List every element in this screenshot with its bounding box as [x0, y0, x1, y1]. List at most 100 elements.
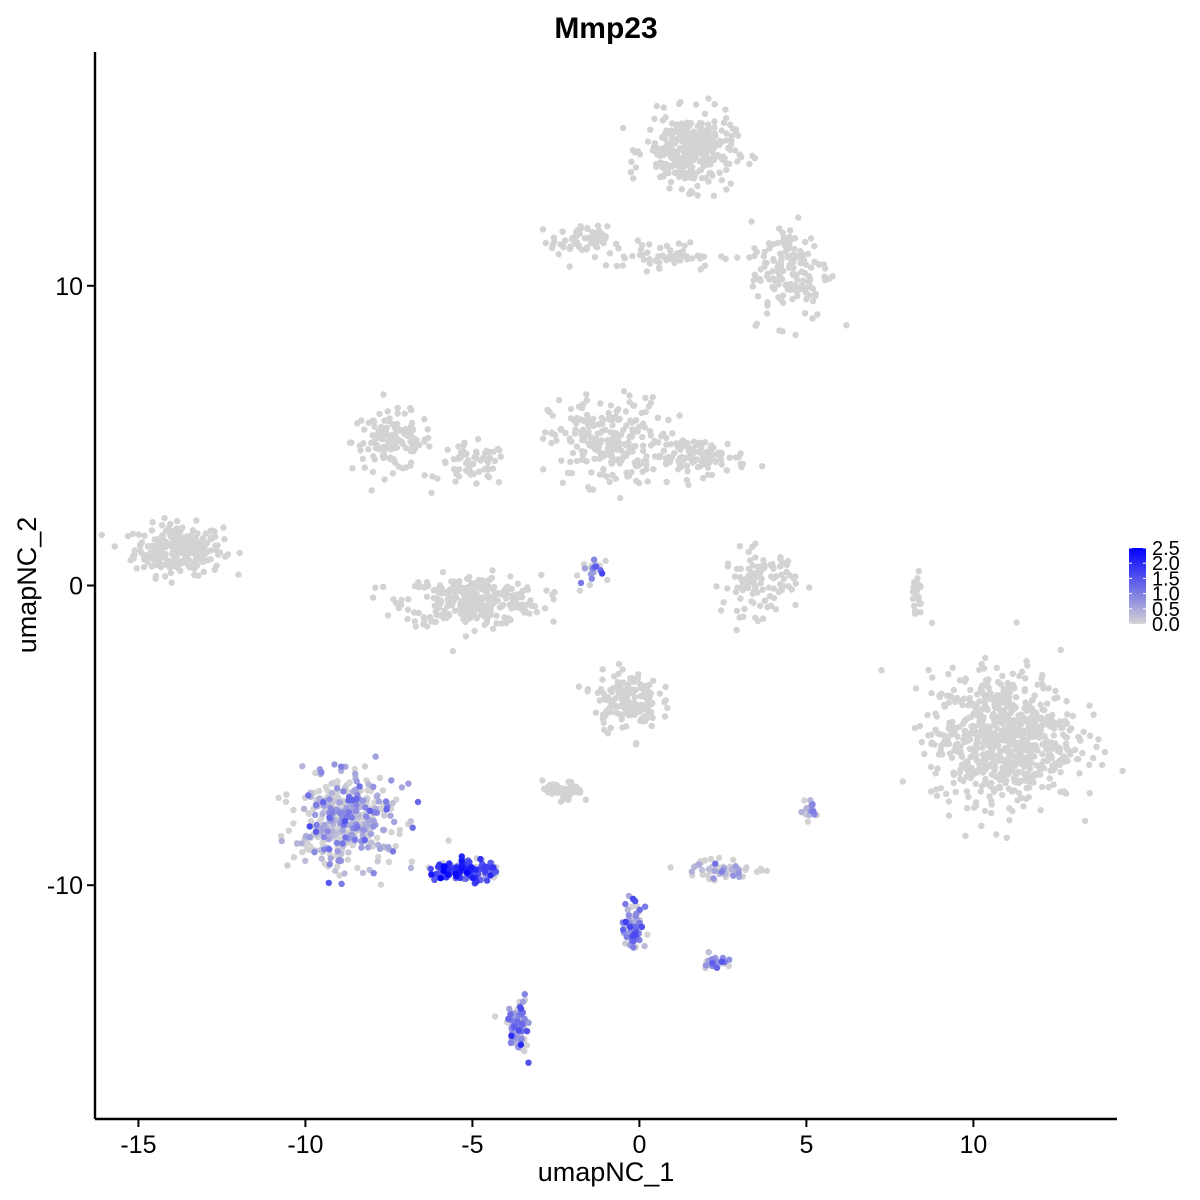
cell-point [606, 416, 613, 423]
cell-point [398, 784, 406, 791]
cell-point [998, 755, 1005, 762]
cell-point [547, 789, 554, 797]
cell-point [799, 251, 807, 258]
cell-point [950, 686, 957, 694]
cell-point [704, 872, 711, 879]
cell-point [928, 690, 935, 697]
cell-point [778, 252, 785, 259]
cell-point [977, 788, 984, 795]
cell-point [1057, 769, 1064, 776]
cell-point [588, 575, 595, 582]
cell-point [641, 903, 649, 910]
cell-point [735, 453, 743, 461]
cell-point [698, 444, 705, 452]
cell-point [744, 575, 751, 582]
cell-point [361, 836, 368, 844]
cell-point [648, 700, 655, 708]
cell-point [620, 426, 627, 434]
cell-point [345, 809, 352, 816]
cell-point [645, 403, 653, 410]
cell-point [581, 437, 588, 444]
cell-point [723, 166, 730, 174]
cell-point [549, 241, 557, 248]
cell-point [979, 682, 986, 689]
cell-point [952, 788, 959, 796]
cell-point [1119, 767, 1126, 774]
cell-point [389, 470, 397, 477]
cell-point [596, 455, 603, 462]
cell-point [1077, 737, 1084, 744]
cell-point [959, 701, 966, 709]
cell-point [989, 711, 996, 719]
cell-point [689, 189, 696, 196]
cell-point [615, 660, 623, 668]
cell-point [655, 439, 662, 446]
cell-point [608, 460, 615, 467]
cell-point [969, 722, 977, 730]
cell-point [428, 871, 435, 878]
cell-point [318, 769, 325, 776]
cell-point [1054, 694, 1061, 701]
cell-point [643, 453, 650, 460]
cell-point [485, 474, 493, 481]
cell-point [352, 770, 359, 778]
cell-point [993, 773, 1000, 781]
cell-point [368, 487, 375, 494]
cell-point [776, 272, 783, 279]
cell-point [705, 95, 712, 102]
cell-point [624, 449, 631, 457]
cell-point [588, 469, 595, 476]
cell-point [1020, 763, 1028, 770]
cell-point [698, 120, 705, 127]
cell-point [1021, 685, 1029, 693]
cell-point [559, 479, 566, 486]
cell-point [421, 416, 428, 423]
cell-point [673, 121, 680, 128]
cell-point [792, 580, 799, 587]
cell-point [999, 699, 1006, 706]
cell-point [452, 870, 459, 878]
cell-point [521, 991, 528, 998]
cell-point [791, 245, 798, 253]
cell-point [467, 602, 474, 609]
cell-point [632, 913, 639, 920]
cell-point [620, 124, 627, 132]
cell-point [285, 827, 292, 834]
cell-point [653, 163, 660, 170]
cell-point [466, 573, 473, 581]
cell-point [1086, 790, 1094, 797]
cell-point [177, 534, 184, 542]
cell-point [386, 415, 393, 422]
cell-point [379, 435, 386, 443]
cell-point [496, 604, 503, 611]
cell-point [220, 524, 227, 531]
cell-point [1057, 646, 1064, 654]
cell-point [763, 310, 771, 317]
cell-point [829, 273, 836, 280]
cell-point [312, 801, 320, 808]
cell-point [674, 250, 681, 257]
cell-point [385, 858, 393, 866]
cell-point [333, 839, 341, 847]
cell-point [375, 428, 382, 435]
cell-point [636, 906, 643, 913]
cell-point [683, 476, 691, 484]
cell-point [648, 722, 655, 730]
cell-point [776, 225, 783, 232]
cell-point [515, 1027, 522, 1034]
cell-point [999, 672, 1006, 680]
cell-point [410, 426, 417, 433]
cell-point [377, 881, 385, 888]
cell-point [699, 253, 706, 260]
cell-point [935, 751, 943, 758]
cell-point [768, 573, 775, 580]
cell-point [912, 685, 920, 692]
cell-point [981, 700, 989, 707]
cell-point [610, 696, 617, 704]
cell-point [354, 864, 361, 872]
cell-point [326, 861, 333, 868]
cell-point [1025, 722, 1033, 729]
cell-point [555, 251, 562, 258]
cell-point [1038, 714, 1045, 721]
cell-point [702, 439, 709, 446]
